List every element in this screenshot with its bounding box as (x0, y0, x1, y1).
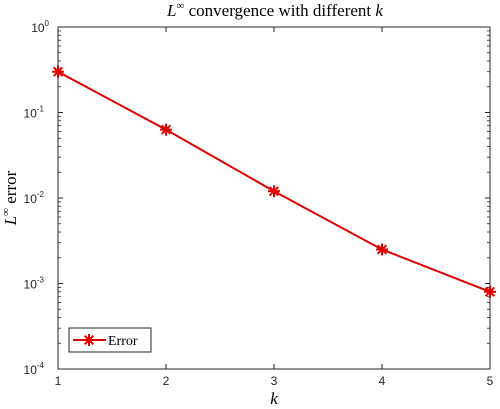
data-point-marker (484, 285, 496, 298)
x-tick-label: 1 (55, 374, 62, 388)
x-axis-label: k (270, 389, 278, 408)
chart-title: L∞ convergence with different k (166, 0, 383, 20)
data-point-marker (268, 185, 280, 198)
data-point-marker (52, 65, 64, 78)
legend-asterisk-marker (83, 334, 95, 346)
y-tick-label: 10-3 (24, 276, 45, 292)
y-tick-label: 10-1 (24, 105, 45, 121)
y-tick-label: 10-4 (24, 361, 45, 377)
x-tick-label: 5 (487, 374, 494, 388)
y-tick-label: 100 (31, 19, 49, 35)
legend-entry-label: Error (108, 334, 138, 349)
x-tick-label: 4 (379, 374, 386, 388)
plot-area (57, 26, 491, 370)
legend-series-marker (73, 334, 106, 346)
y-axis-ticks: 100 10-1 10-2 10-3 10-4 (24, 19, 490, 377)
legend: Error (68, 327, 152, 353)
data-point-marker (376, 243, 388, 256)
series-group (52, 65, 496, 298)
x-tick-label: 2 (163, 374, 170, 388)
data-point-marker (160, 123, 172, 136)
y-axis-label: L∞ error (0, 170, 20, 226)
y-tick-label: 10-2 (24, 190, 45, 206)
x-tick-label: 3 (271, 374, 278, 388)
